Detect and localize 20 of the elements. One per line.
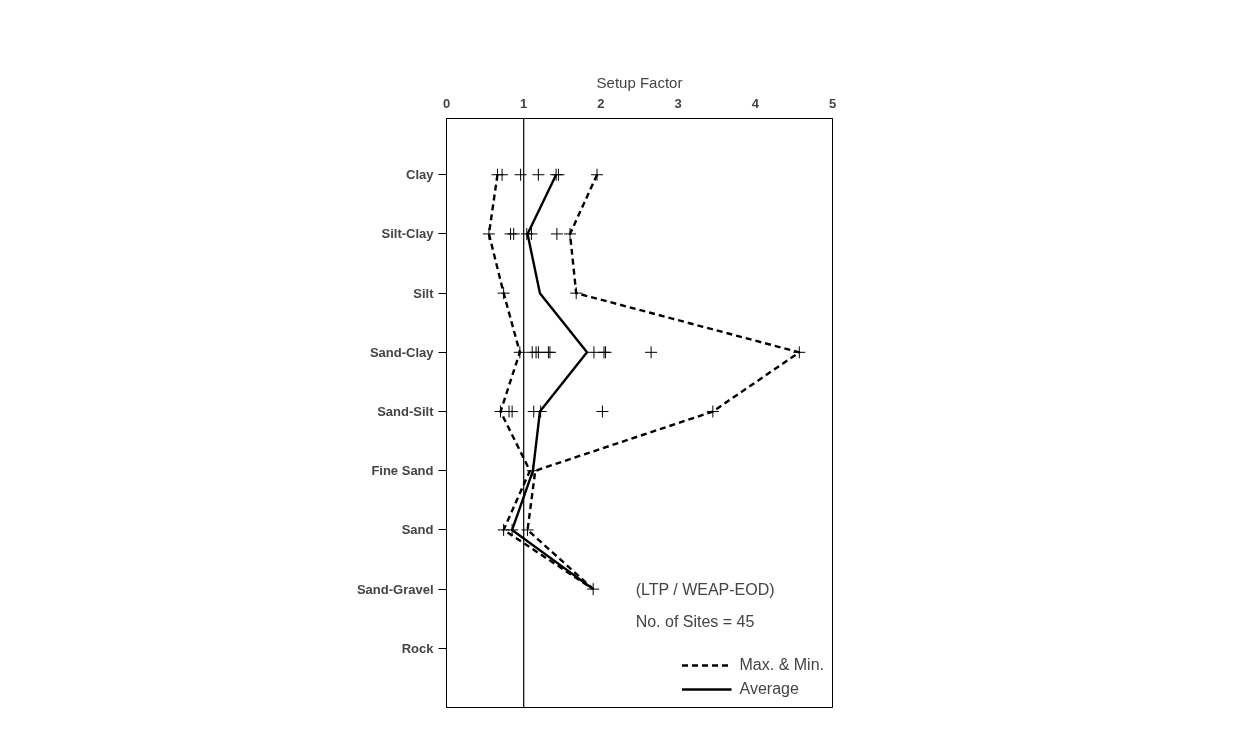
x-tick-label: 0 (442, 95, 451, 111)
y-tick-label: Clay (406, 167, 435, 183)
legend-label: Max. & Min. (739, 656, 824, 674)
x-tick-label: 2 (597, 95, 605, 111)
y-tick-label: Rock (401, 640, 435, 656)
y-tick-label: Fine Sand (371, 463, 434, 479)
y-tick-label: Sand-Clay (369, 344, 435, 360)
y-tick-label: Sand-Silt (377, 404, 435, 420)
y-tick-label: Silt (413, 285, 435, 301)
x-tick-label: 4 (751, 95, 760, 111)
annotation: (LTP / WEAP-EOD) (635, 580, 775, 598)
y-tick-label: Sand-Gravel (356, 581, 434, 597)
y-tick-label: Silt-Clay (381, 226, 435, 242)
annotation: No. of Sites = 45 (635, 613, 755, 631)
x-tick-label: 3 (674, 95, 682, 111)
x-tick-label: 1 (520, 95, 528, 111)
x-axis-title: Setup Factor (596, 73, 683, 91)
y-tick-label: Sand (401, 522, 434, 538)
legend-label: Average (739, 680, 799, 698)
x-tick-label: 5 (828, 95, 837, 111)
